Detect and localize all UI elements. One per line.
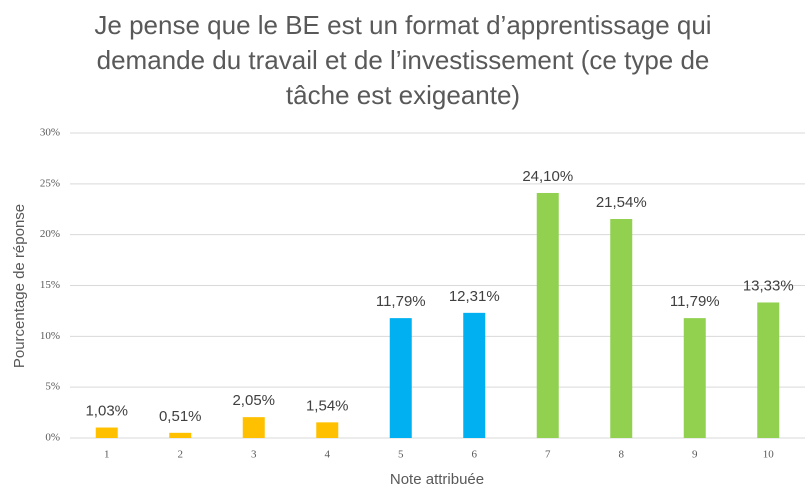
- bar: [610, 219, 633, 438]
- data-label: 11,79%: [376, 293, 426, 310]
- data-label: 11,79%: [670, 293, 720, 310]
- data-label: 1,54%: [306, 397, 349, 414]
- bar: [683, 318, 706, 438]
- data-label: 12,31%: [449, 288, 500, 305]
- y-axis-label: Pourcentage de réponse: [11, 204, 28, 368]
- bar: [536, 192, 559, 438]
- y-tick-label: 30%: [40, 127, 60, 139]
- y-tick-label: 10%: [40, 330, 60, 342]
- x-tick-label: 1: [104, 449, 110, 461]
- chart-title: Je pense que le BE est un format d’appre…: [94, 10, 712, 110]
- data-label: 24,10%: [522, 168, 573, 185]
- x-tick-label: 8: [619, 449, 625, 461]
- y-tick-label: 0%: [45, 432, 60, 444]
- x-axis-label: Note attribuée: [390, 471, 484, 488]
- x-tick-label: 3: [251, 449, 257, 461]
- bar: [389, 318, 412, 438]
- bar: [242, 417, 265, 438]
- x-tick-label: 7: [545, 449, 551, 461]
- data-label: 13,33%: [743, 277, 794, 294]
- x-tick-label: 4: [325, 449, 331, 461]
- data-label: 0,51%: [159, 408, 202, 425]
- bar: [316, 422, 339, 438]
- bar: [169, 432, 192, 438]
- bar: [757, 302, 780, 438]
- y-tick-label: 5%: [45, 381, 60, 393]
- bar: [463, 312, 486, 438]
- x-tick-label: 9: [692, 449, 698, 461]
- x-tick-label: 2: [178, 449, 184, 461]
- data-label: 2,05%: [232, 392, 275, 409]
- y-tick-label: 25%: [40, 177, 60, 189]
- data-label: 21,54%: [596, 194, 647, 211]
- data-label: 1,03%: [85, 402, 128, 419]
- y-tick-label: 15%: [40, 279, 60, 291]
- y-tick-label: 20%: [40, 228, 60, 240]
- x-tick-label: 6: [472, 449, 478, 461]
- x-tick-label: 10: [763, 449, 775, 461]
- x-tick-label: 5: [398, 449, 404, 461]
- bar: [95, 427, 118, 438]
